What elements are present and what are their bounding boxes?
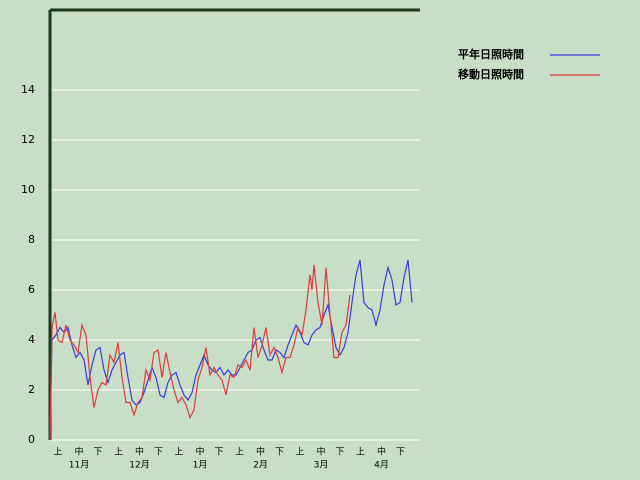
x-tick-label: 中 bbox=[195, 446, 204, 458]
x-tick-label: 下 bbox=[335, 448, 344, 458]
x-tick-label: 上 bbox=[53, 447, 62, 458]
x-tick-label: 下 bbox=[275, 448, 284, 458]
month-label: 2月 bbox=[253, 460, 268, 471]
y-tick-label: 0 bbox=[28, 433, 35, 446]
month-label: 12月 bbox=[129, 460, 149, 471]
x-tick-label: 上 bbox=[235, 447, 244, 458]
x-tick-label: 中 bbox=[135, 446, 144, 458]
x-tick-label: 下 bbox=[154, 448, 163, 458]
series-line bbox=[49, 264, 351, 441]
y-tick-label: 10 bbox=[21, 183, 35, 196]
month-label: 1月 bbox=[193, 460, 208, 471]
y-tick-label: 2 bbox=[28, 383, 35, 396]
x-tick-label: 下 bbox=[396, 448, 405, 458]
month-label: 3月 bbox=[314, 460, 329, 471]
y-tick-label: 12 bbox=[21, 133, 35, 146]
month-label: 11月 bbox=[69, 460, 89, 471]
x-tick-label: 上 bbox=[114, 447, 123, 458]
y-tick-label: 8 bbox=[28, 233, 35, 246]
x-tick-label: 上 bbox=[356, 447, 365, 458]
x-tick-label: 中 bbox=[377, 446, 386, 458]
x-tick-label: 中 bbox=[74, 446, 83, 458]
y-tick-label: 6 bbox=[28, 283, 35, 296]
y-tick-label: 4 bbox=[28, 333, 35, 346]
y-tick-label: 14 bbox=[21, 83, 35, 96]
x-tick-label: 中 bbox=[316, 446, 325, 458]
legend-label: 移動日照時間 bbox=[458, 67, 524, 81]
x-tick-label: 中 bbox=[256, 446, 265, 458]
month-label: 4月 bbox=[374, 460, 389, 471]
x-tick-label: 上 bbox=[295, 447, 304, 458]
x-tick-label: 上 bbox=[174, 447, 183, 458]
x-tick-label: 下 bbox=[214, 448, 223, 458]
x-tick-label: 下 bbox=[93, 448, 102, 458]
series-line bbox=[49, 259, 413, 441]
legend-label: 平年日照時間 bbox=[458, 47, 524, 61]
